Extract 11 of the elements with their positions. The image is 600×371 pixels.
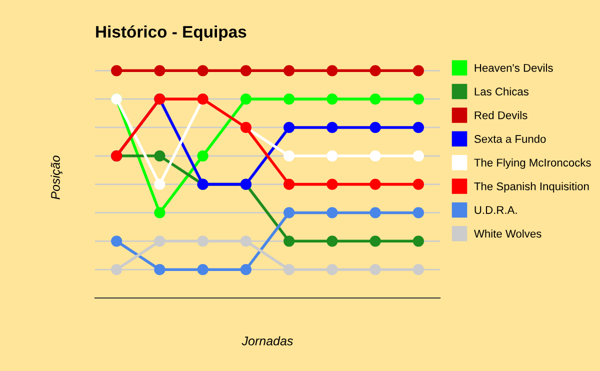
y-axis-title: Posição — [50, 156, 62, 200]
x-axis-title: Jornadas — [242, 336, 293, 346]
legend-label: White Wolves — [474, 230, 542, 238]
legend-label: The Flying McIroncocks — [474, 158, 591, 169]
legend-label: Red Devils — [474, 111, 528, 120]
legend-label: Las Chicas — [474, 87, 529, 96]
legend-label: Heaven's Devils — [474, 64, 553, 72]
legend-label: The Spanish Inquisition — [474, 182, 589, 192]
legend-label: U.D.R.A. — [474, 206, 517, 214]
chart-title: Histórico - Equipas — [96, 25, 246, 42]
legend-label: Sexta a Fundo — [474, 134, 546, 143]
